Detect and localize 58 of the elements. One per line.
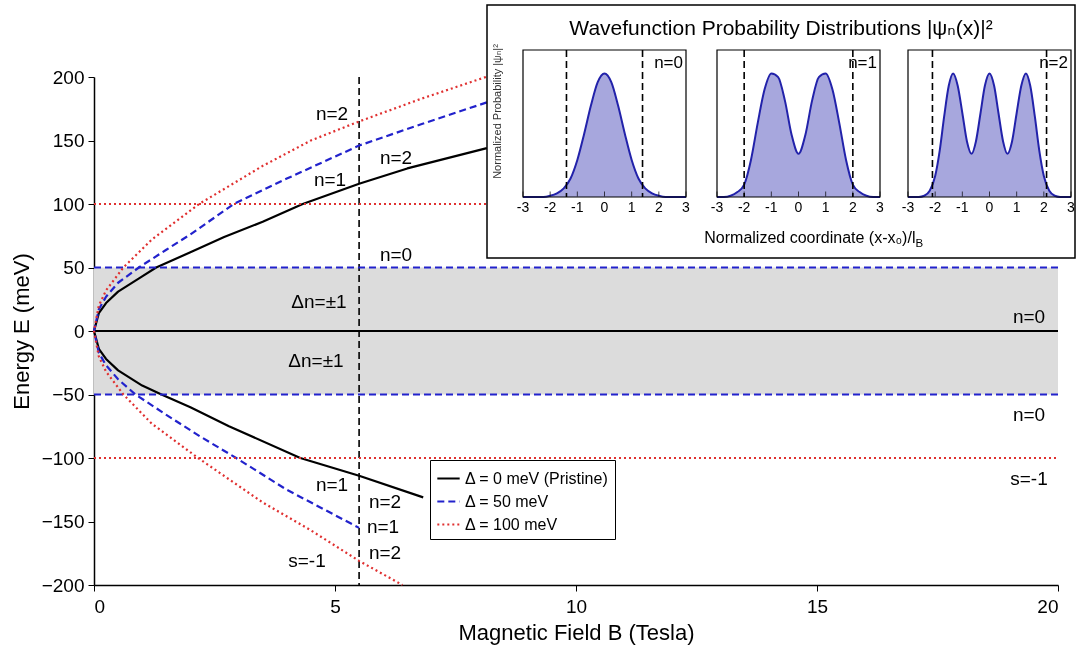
y-tick-label: −150 — [41, 511, 85, 532]
x-tick-label: 0 — [94, 595, 106, 617]
y-tick-label: 0 — [73, 320, 85, 342]
x-tick-label: 2 — [848, 199, 857, 215]
x-tick-label: 5 — [330, 595, 341, 617]
annotation: n=1 — [366, 516, 400, 537]
legend-label: Δ = 100 meV — [465, 515, 558, 533]
y-tick-label: −200 — [41, 574, 85, 596]
y-tick-label: 150 — [52, 130, 85, 151]
x-tick-label: 0 — [985, 199, 994, 215]
x-tick-label: 0 — [600, 199, 609, 215]
x-tick-label: -2 — [928, 199, 942, 215]
legend-label: Δ = 50 meV — [465, 492, 549, 510]
x-tick-label: -3 — [710, 199, 724, 215]
x-tick-label: -3 — [516, 199, 530, 215]
x-tick-label: 10 — [565, 595, 588, 617]
annotation: n=1 — [315, 474, 349, 495]
y-axis-title: Energy E (meV) — [8, 253, 34, 410]
annotation: Δn=±1 — [288, 350, 344, 371]
x-tick-label: 2 — [654, 199, 663, 215]
annotation: n=0 — [1012, 306, 1046, 327]
x-tick-label: -3 — [901, 199, 915, 215]
annotation: n=2 — [368, 491, 402, 512]
x-tick-label: 20 — [1037, 595, 1059, 617]
x-tick-label: -1 — [765, 199, 778, 215]
x-tick-label: 15 — [806, 595, 829, 617]
legend-label: Δ = 0 meV (Pristine) — [465, 469, 608, 487]
y-tick-label: 100 — [52, 193, 85, 215]
x-tick-label: 2 — [1039, 199, 1048, 215]
x-tick-label: 3 — [1067, 199, 1076, 215]
y-tick-label: −100 — [41, 447, 85, 469]
x-tick-label: -2 — [737, 199, 751, 215]
annotation: n=0 — [1012, 404, 1046, 425]
annotation: s=-1 — [288, 550, 326, 571]
y-tick-label: 50 — [63, 257, 85, 278]
annotation: Δn=±1 — [291, 291, 347, 312]
y-tick-label: −50 — [52, 384, 85, 405]
chart-title: Wavefunction Probability Distributions |ψₙ(x)|² — [569, 16, 993, 39]
y-axis-title: Normalized Probability |ψₙ|² — [491, 43, 503, 179]
x-tick-label: -1 — [956, 199, 969, 215]
annotation: n=2 — [368, 542, 402, 563]
annotation: n=2 — [379, 147, 413, 168]
x-tick-label: -2 — [543, 199, 557, 215]
x-tick-label: 1 — [627, 199, 636, 215]
x-tick-label: -1 — [571, 199, 584, 215]
x-tick-label: 1 — [821, 199, 830, 215]
y-tick-label: 200 — [52, 66, 85, 88]
text: n=0 — [654, 53, 683, 72]
x-tick-label: 3 — [876, 199, 885, 215]
annotation: s=-1 — [1010, 468, 1048, 489]
text: n=1 — [848, 53, 877, 72]
x-axis-title: Magnetic Field B (Tesla) — [458, 619, 695, 645]
x-tick-label: 3 — [682, 199, 691, 215]
x-tick-label: 0 — [794, 199, 803, 215]
annotation: n=2 — [315, 103, 349, 124]
annotation: n=1 — [313, 169, 347, 190]
x-tick-label: 1 — [1012, 199, 1021, 215]
annotation: n=0 — [379, 244, 413, 265]
